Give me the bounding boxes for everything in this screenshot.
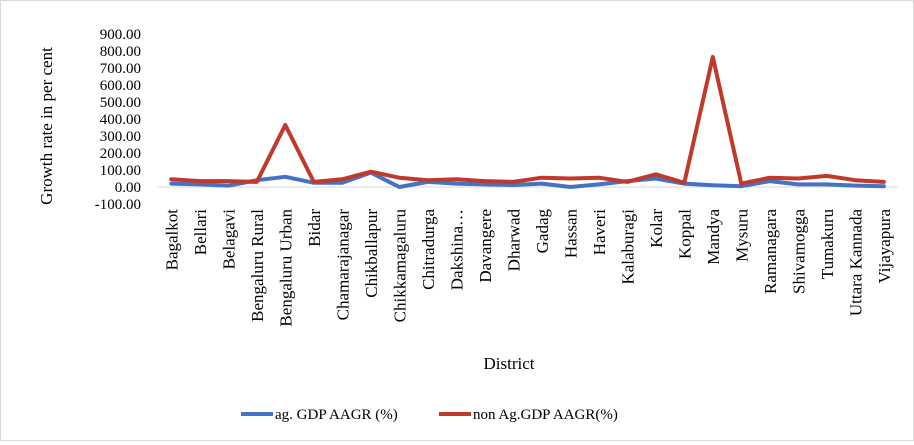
series-line-2	[169, 54, 886, 186]
x-tick-label: Kolar	[647, 209, 666, 248]
x-tick-label: Bellari	[191, 209, 210, 256]
series-line-1	[169, 170, 886, 189]
x-tick-label: Mysuru	[732, 209, 751, 262]
x-tick-label: Chamarajanagar	[333, 209, 352, 321]
y-axis-title: Growth rate in per cent	[37, 47, 56, 205]
legend-item: ag. GDP AAGR (%)	[241, 407, 398, 423]
legend-label: ag. GDP AAGR (%)	[275, 407, 398, 423]
y-tick-label: 100.00	[100, 163, 141, 179]
legend-label: non Ag.GDP AAGR(%)	[473, 407, 618, 423]
x-tick-label: Davangere	[476, 209, 495, 283]
y-tick-label: 500.00	[100, 95, 141, 111]
x-tick-label: Kalaburagi	[618, 209, 637, 285]
x-tick-label: Uttara Kannada	[846, 209, 865, 317]
y-tick-labels: -100.000.00100.00200.00300.00400.00500.0…	[95, 27, 141, 213]
y-tick-label: 400.00	[100, 112, 141, 128]
x-tick-label: Ramanagara	[761, 209, 780, 294]
y-tick-label: 0.00	[115, 180, 141, 196]
y-tick-label: 900.00	[100, 27, 141, 43]
y-axis-title-text: Growth rate in per cent	[37, 47, 56, 205]
x-tick-label: Chitradurga	[419, 209, 438, 290]
y-tick-label: -100.00	[95, 197, 141, 213]
y-tick-label: 200.00	[100, 146, 141, 162]
x-tick-label: Dharwad	[504, 209, 523, 272]
x-tick-label: Bagalkot	[162, 209, 181, 271]
x-tick-label: Shivamogga	[789, 209, 808, 294]
x-tick-label: Haveri	[590, 209, 609, 256]
x-tick-label: Belagavi	[219, 209, 238, 270]
y-tick-label: 600.00	[100, 78, 141, 94]
x-tick-label: Mandya	[704, 209, 723, 265]
x-axis-title: District	[484, 354, 535, 373]
series-lines	[169, 54, 886, 189]
x-tick-label: Bengaluru Rural	[248, 209, 267, 322]
x-tick-label: Tumakuru	[818, 209, 837, 280]
x-tick-labels: Bagalkot Bellari Belagavi Bengaluru Rural Be…	[162, 209, 894, 327]
x-tick-label: Koppal	[675, 209, 694, 259]
y-tick-label: 700.00	[100, 61, 141, 77]
legend-item: non Ag.GDP AAGR(%)	[439, 407, 618, 423]
y-tick-label: 800.00	[100, 44, 141, 60]
legend: ag. GDP AAGR (%) non Ag.GDP AAGR(%)	[241, 407, 618, 423]
x-tick-label: Hassan	[561, 209, 580, 259]
x-tick-label: Chikkamagaluru	[390, 209, 409, 323]
x-tick-label: Gadag	[533, 209, 552, 254]
x-tick-label: Bengaluru Urban	[276, 209, 295, 327]
x-tick-label: Chikballapur	[362, 209, 381, 298]
x-tick-label: Bidar	[305, 209, 324, 247]
x-tick-label: Vijayapura	[875, 209, 894, 284]
x-tick-label: Dakshina…	[447, 209, 466, 290]
y-tick-label: 300.00	[100, 129, 141, 145]
